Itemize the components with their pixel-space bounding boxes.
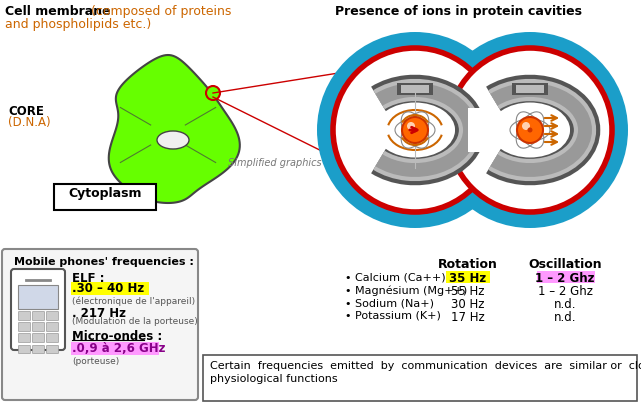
Circle shape: [528, 127, 533, 133]
Text: Mobile phones' frequencies :: Mobile phones' frequencies :: [14, 257, 194, 267]
Polygon shape: [109, 55, 240, 203]
Circle shape: [413, 127, 417, 133]
Text: • Potassium (K+): • Potassium (K+): [345, 311, 441, 321]
Circle shape: [333, 48, 497, 212]
Text: (porteuse): (porteuse): [72, 357, 119, 366]
FancyBboxPatch shape: [33, 322, 44, 332]
Circle shape: [522, 122, 530, 130]
FancyBboxPatch shape: [537, 271, 595, 283]
Text: 30 Hz: 30 Hz: [451, 298, 485, 311]
FancyBboxPatch shape: [353, 108, 371, 152]
Text: • Calcium (Ca++): • Calcium (Ca++): [345, 272, 445, 282]
Text: .30 – 40 Hz: .30 – 40 Hz: [72, 282, 144, 295]
Text: ELF :: ELF :: [72, 272, 104, 285]
Text: Micro-ondes :: Micro-ondes :: [72, 330, 162, 343]
Text: .0,9 à 2,6 GHz: .0,9 à 2,6 GHz: [72, 342, 165, 355]
Circle shape: [407, 122, 415, 130]
FancyBboxPatch shape: [468, 108, 486, 152]
Text: Simplified graphics: Simplified graphics: [228, 158, 322, 168]
FancyBboxPatch shape: [446, 271, 490, 283]
FancyBboxPatch shape: [47, 322, 58, 332]
FancyBboxPatch shape: [33, 334, 44, 343]
Ellipse shape: [375, 102, 455, 158]
Text: CORE: CORE: [8, 105, 44, 118]
FancyBboxPatch shape: [11, 269, 65, 350]
Circle shape: [206, 86, 220, 100]
Text: • Sodium (Na+): • Sodium (Na+): [345, 298, 434, 308]
FancyBboxPatch shape: [512, 83, 548, 95]
FancyBboxPatch shape: [19, 322, 31, 332]
FancyBboxPatch shape: [47, 334, 58, 343]
Text: Cytoplasm: Cytoplasm: [68, 187, 142, 200]
Circle shape: [448, 48, 612, 212]
FancyBboxPatch shape: [47, 312, 58, 320]
Text: (Modulation de la porteuse): (Modulation de la porteuse): [72, 317, 198, 326]
Ellipse shape: [490, 102, 570, 158]
Text: (électronique de l'appareil): (électronique de l'appareil): [72, 297, 195, 307]
FancyBboxPatch shape: [397, 83, 433, 95]
Circle shape: [402, 117, 428, 143]
FancyBboxPatch shape: [401, 85, 429, 93]
Text: Rotation: Rotation: [438, 258, 498, 271]
FancyBboxPatch shape: [47, 345, 58, 353]
FancyBboxPatch shape: [71, 282, 149, 295]
Text: (composed of proteins: (composed of proteins: [87, 5, 231, 18]
Ellipse shape: [157, 131, 189, 149]
Circle shape: [432, 32, 628, 228]
Text: 35 Hz: 35 Hz: [449, 272, 487, 285]
FancyBboxPatch shape: [71, 342, 159, 355]
FancyBboxPatch shape: [19, 345, 31, 353]
FancyBboxPatch shape: [33, 312, 44, 320]
FancyBboxPatch shape: [54, 184, 156, 210]
Text: 55 Hz: 55 Hz: [451, 285, 485, 298]
Text: and phospholipids etc.): and phospholipids etc.): [5, 18, 151, 31]
Text: (D.N.A): (D.N.A): [8, 116, 51, 129]
FancyBboxPatch shape: [516, 85, 544, 93]
FancyBboxPatch shape: [19, 334, 31, 343]
Text: n.d.: n.d.: [554, 298, 576, 311]
Text: Cell membrane: Cell membrane: [5, 5, 111, 18]
FancyBboxPatch shape: [2, 249, 198, 400]
FancyBboxPatch shape: [18, 285, 58, 309]
Circle shape: [517, 117, 543, 143]
Text: Oscillation: Oscillation: [528, 258, 602, 271]
Text: 1 – 2 Ghz: 1 – 2 Ghz: [535, 272, 595, 285]
Text: Certain  frequencies  emitted  by  communication  devices  are  similar or  clos: Certain frequencies emitted by communica…: [210, 361, 641, 371]
Text: 17 Hz: 17 Hz: [451, 311, 485, 324]
Text: • Magnésium (Mg++): • Magnésium (Mg++): [345, 285, 467, 295]
FancyBboxPatch shape: [203, 355, 637, 401]
FancyBboxPatch shape: [19, 312, 31, 320]
Circle shape: [317, 32, 513, 228]
Text: n.d.: n.d.: [554, 311, 576, 324]
Text: 1 – 2 Ghz: 1 – 2 Ghz: [538, 285, 592, 298]
Text: . 217 Hz: . 217 Hz: [72, 307, 126, 320]
FancyBboxPatch shape: [33, 345, 44, 353]
Text: Presence of ions in protein cavities: Presence of ions in protein cavities: [335, 5, 582, 18]
Text: physiological functions: physiological functions: [210, 374, 338, 384]
